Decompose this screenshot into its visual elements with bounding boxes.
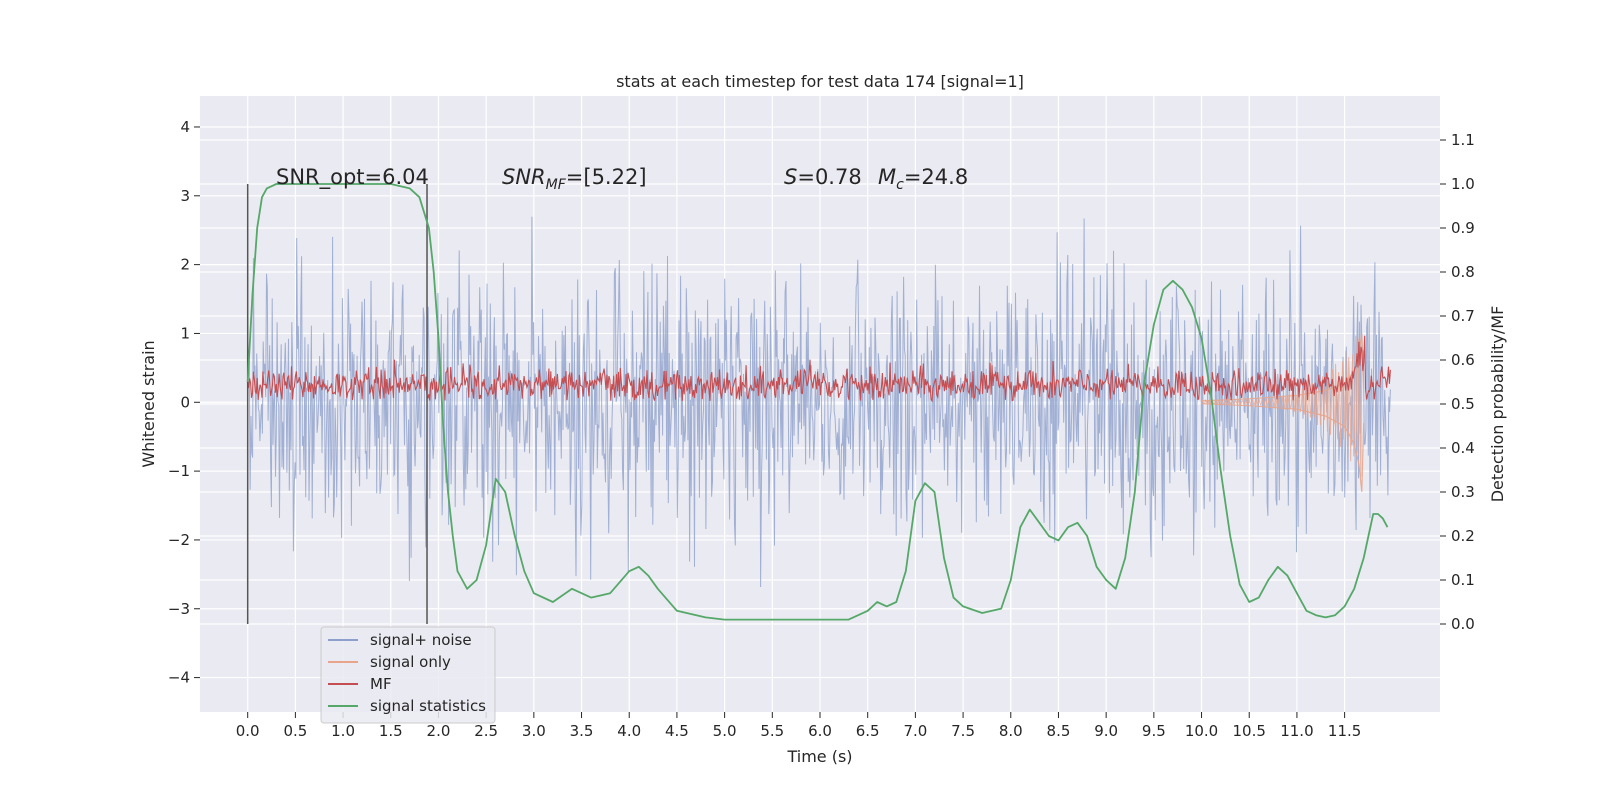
x-tick-label: 6.0	[808, 722, 832, 740]
x-tick-label: 8.0	[999, 722, 1023, 740]
signal-statistics-line	[246, 183, 1389, 621]
x-tick-label: 1.5	[379, 722, 403, 740]
x-tick-label: 9.5	[1142, 722, 1166, 740]
y-right-tick-label: 0.1	[1451, 571, 1475, 589]
y-left-tick-label: −4	[168, 669, 190, 687]
annotation-s: S=0.78	[784, 165, 862, 189]
y-right-tick-label: 0.0	[1451, 615, 1475, 633]
y-right-tick-label: 0.2	[1451, 527, 1475, 545]
legend: signal+ noise signal only MF signal stat…	[320, 626, 496, 724]
snr-mf-sub: MF	[546, 177, 567, 193]
legend-label-signal-noise: signal+ noise	[370, 631, 472, 649]
x-tick-label: 10.0	[1185, 722, 1218, 740]
x-tick-label: 10.5	[1233, 722, 1266, 740]
chart-title: stats at each timestep for test data 174…	[616, 72, 1024, 91]
y-left-tick-label: −2	[168, 531, 190, 549]
mc-value: =24.8	[904, 165, 968, 189]
signal-only-envelope-lower	[1201, 403, 1365, 492]
x-tick-label: 6.5	[856, 722, 880, 740]
annotation-snr-mf: SNRMF=[5.22]	[502, 165, 647, 193]
y-axis-label-left: Whitened strain	[139, 340, 158, 467]
y-left-tick-label: −3	[168, 600, 190, 618]
x-axis-label: Time (s)	[786, 747, 852, 766]
snr-mf-base: SNR	[502, 165, 546, 189]
annotation-snr-opt: SNR_opt=6.04	[276, 165, 429, 190]
x-tick-label: 1.0	[331, 722, 355, 740]
x-tick-label: 9.0	[1094, 722, 1118, 740]
x-tick-label: 7.0	[903, 722, 927, 740]
y-right-tick-label: 0.6	[1451, 351, 1475, 369]
y-left-tick-label: 1	[180, 324, 190, 342]
y-left-tick-label: 2	[180, 256, 190, 274]
x-tick-label: 3.5	[570, 722, 594, 740]
y-left-tick-label: 4	[180, 118, 190, 136]
y-left-tick-label: 0	[180, 393, 190, 411]
x-tick-label: 11.0	[1280, 722, 1313, 740]
y-right-tick-label: 0.5	[1451, 395, 1475, 413]
y-axis-label-right: Detection probability/MF	[1488, 306, 1507, 503]
y-right-tick-label: 1.1	[1451, 131, 1475, 149]
x-tick-label: 5.0	[713, 722, 737, 740]
signal-only-line	[1201, 335, 1363, 478]
x-tick-label: 2.5	[474, 722, 498, 740]
s-label: S	[784, 165, 797, 189]
mc-sub: c	[896, 177, 904, 193]
series-signal-statistics	[246, 183, 1389, 621]
s-value: =0.78	[797, 165, 861, 189]
x-tick-label: 2.0	[427, 722, 451, 740]
axes: 0.0 0.5 1.0 1.5 2.0 2.5 3.0 3.5 4.0 4.5 5.0 5.5 6.0 6…	[168, 118, 1475, 740]
legend-label-mf: MF	[370, 675, 392, 693]
y-right-tick-label: 1.0	[1451, 175, 1475, 193]
y-right-tick-label: 0.3	[1451, 483, 1475, 501]
x-tick-label: 8.5	[1047, 722, 1071, 740]
y-left-tick-label: −1	[168, 462, 190, 480]
series-signal-plus-noise	[247, 216, 1391, 588]
snr-mf-value: =[5.22]	[566, 165, 647, 189]
series-mf	[247, 335, 1391, 403]
legend-label-signal-statistics: signal statistics	[370, 697, 486, 715]
signal-plus-noise-line	[247, 216, 1391, 588]
legend-frame	[320, 626, 496, 724]
x-tick-label: 11.5	[1328, 722, 1361, 740]
x-tick-label: 4.5	[665, 722, 689, 740]
mc-base: M	[878, 165, 896, 189]
y-right-tick-label: 0.8	[1451, 263, 1475, 281]
y-right-tick-label: 0.9	[1451, 219, 1475, 237]
y-right-tick-label: 0.7	[1451, 307, 1475, 325]
x-tick-label: 3.0	[522, 722, 546, 740]
x-tick-label: 7.5	[951, 722, 975, 740]
y-right-tick-label: 0.4	[1451, 439, 1475, 457]
x-tick-label: 0.5	[283, 722, 307, 740]
vertical-markers	[246, 184, 428, 624]
x-tick-label: 0.0	[236, 722, 260, 740]
legend-label-signal-only: signal only	[370, 653, 451, 671]
x-tick-label: 5.5	[760, 722, 784, 740]
mf-line	[247, 335, 1391, 403]
annotation-mc: Mc=24.8	[878, 165, 968, 193]
y-left-tick-label: 3	[180, 187, 190, 205]
x-tick-label: 4.0	[617, 722, 641, 740]
